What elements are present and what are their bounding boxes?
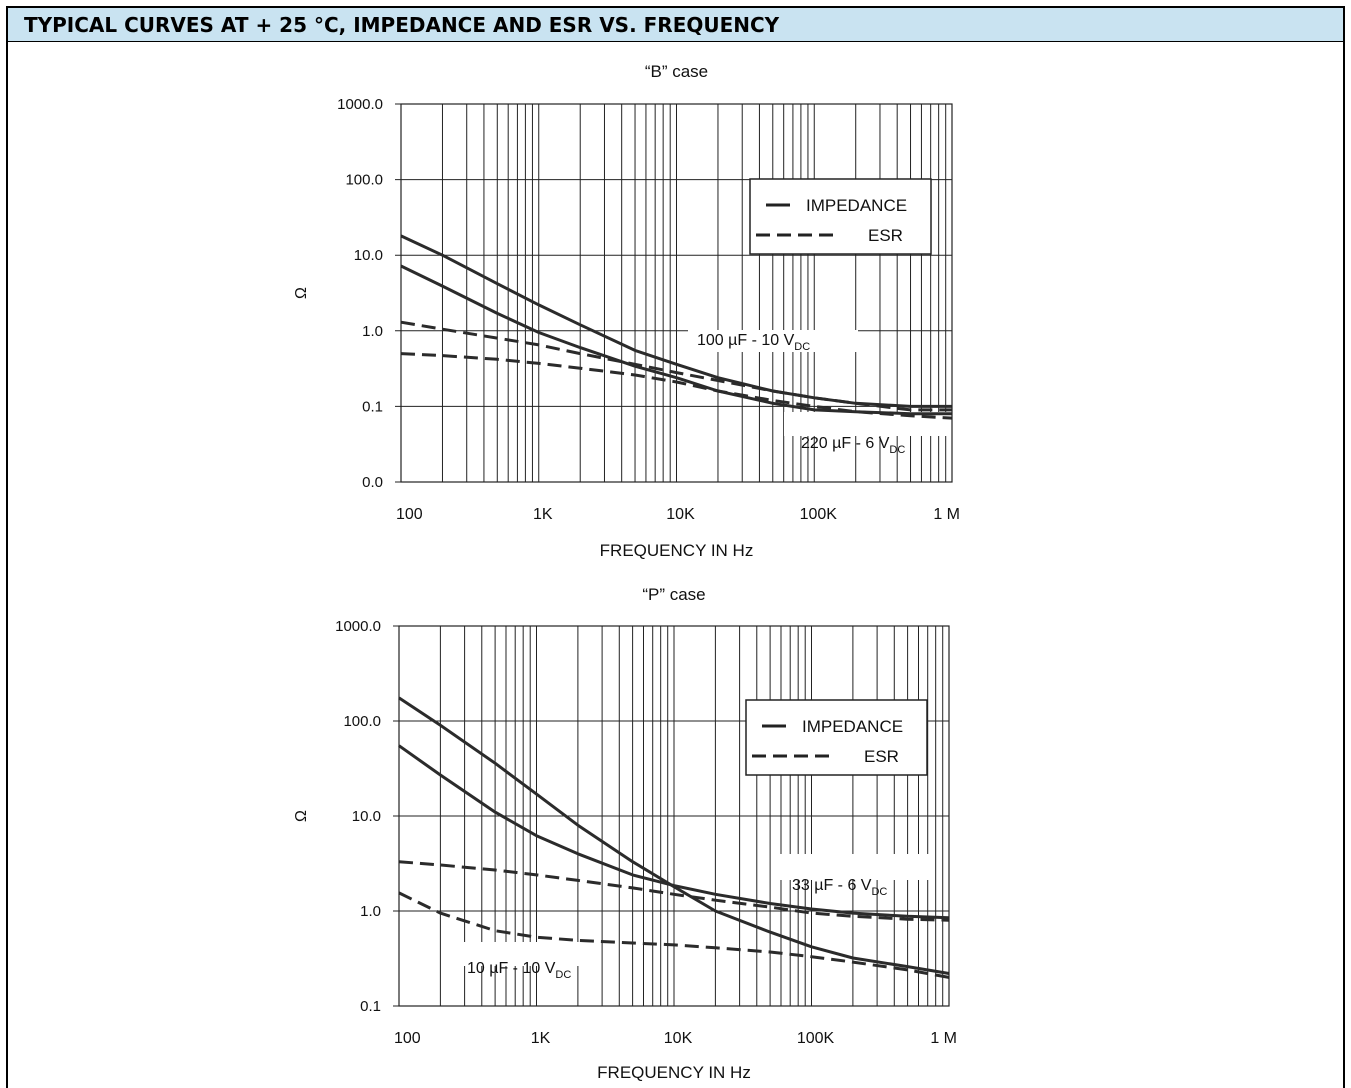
y-tick-label: 1.0 bbox=[362, 323, 383, 340]
esr-series-line bbox=[400, 320, 952, 412]
y-tick-label: 10.0 bbox=[354, 247, 383, 264]
x-tick-label: 100K bbox=[800, 506, 838, 523]
x-tick-label: 100K bbox=[797, 1030, 835, 1047]
annotation-box bbox=[462, 942, 592, 966]
legend-label: IMPEDANCE bbox=[802, 717, 903, 736]
x-tick-label: 10K bbox=[666, 506, 695, 523]
esr-series-line bbox=[398, 891, 950, 979]
x-axis-label: FREQUENCY IN Hz bbox=[597, 1063, 751, 1082]
x-tick-label: 1 M bbox=[930, 1030, 957, 1047]
y-tick-label: 1.0 bbox=[360, 903, 381, 920]
impedance-series-line bbox=[400, 264, 952, 416]
y-axis-label: Ω bbox=[293, 287, 310, 299]
annotation-subscript: DC bbox=[794, 341, 810, 353]
chart-p-case: “P” case 0.1 1.0 10.0 100.0 1000.0 100 1K 10K 100… bbox=[293, 585, 957, 1082]
legend-box bbox=[749, 178, 932, 255]
y-tick-label: 10.0 bbox=[352, 808, 381, 825]
legend-label: IMPEDANCE bbox=[806, 196, 907, 215]
section-title: TYPICAL CURVES AT + 25 °C, IMPEDANCE AND… bbox=[24, 12, 780, 37]
impedance-series-line bbox=[398, 744, 950, 920]
series-annotation: 10 µF - 10 VDC bbox=[467, 960, 571, 981]
plot-frame bbox=[400, 103, 953, 483]
series-annotation: 100 µF - 10 VDC bbox=[697, 332, 810, 353]
section-header: TYPICAL CURVES AT + 25 °C, IMPEDANCE AND… bbox=[6, 6, 1345, 42]
annotation-subscript: DC bbox=[555, 969, 571, 981]
y-tick-label: 100.0 bbox=[345, 172, 383, 189]
annotation-box bbox=[688, 330, 858, 352]
y-tick-label: 0.1 bbox=[362, 398, 383, 415]
legend-box bbox=[745, 699, 928, 776]
esr-series-line bbox=[398, 860, 950, 922]
legend: IMPEDANCE ESR bbox=[745, 699, 928, 776]
x-tick-label: 1K bbox=[533, 506, 553, 523]
legend: IMPEDANCE ESR bbox=[749, 178, 932, 255]
plot-frame bbox=[398, 625, 950, 1007]
legend-label: ESR bbox=[864, 747, 899, 766]
chart-title: “P” case bbox=[642, 585, 705, 604]
x-tick-label: 1K bbox=[531, 1030, 551, 1047]
y-tick-label: 0.0 bbox=[362, 474, 383, 491]
x-axis-label: FREQUENCY IN Hz bbox=[600, 541, 754, 560]
chart-b-case: “B” case 0.0 0.1 1.0 10.0 100.0 1000.0 100 1K 10K… bbox=[293, 62, 960, 560]
annotation-subscript: DC bbox=[871, 886, 887, 898]
chart-title: “B” case bbox=[645, 62, 708, 81]
impedance-series-line bbox=[400, 234, 952, 408]
y-tick-label: 0.1 bbox=[360, 998, 381, 1015]
legend-label: ESR bbox=[868, 226, 903, 245]
x-tick-label: 1 M bbox=[933, 506, 960, 523]
annotation-box bbox=[773, 854, 933, 880]
series-annotation: 220 µF - 6 VDC bbox=[801, 435, 905, 456]
y-axis-label: Ω bbox=[293, 810, 310, 822]
series-annotation: 33 µF - 6 VDC bbox=[792, 877, 887, 898]
x-tick-label: 100 bbox=[394, 1030, 421, 1047]
x-tick-label: 100 bbox=[396, 506, 423, 523]
annotation-subscript: DC bbox=[889, 444, 905, 456]
esr-series-line bbox=[400, 352, 953, 420]
y-tick-label: 100.0 bbox=[343, 713, 381, 730]
y-tick-label: 1000.0 bbox=[337, 96, 383, 113]
y-tick-label: 1000.0 bbox=[335, 618, 381, 635]
x-tick-label: 10K bbox=[664, 1030, 693, 1047]
